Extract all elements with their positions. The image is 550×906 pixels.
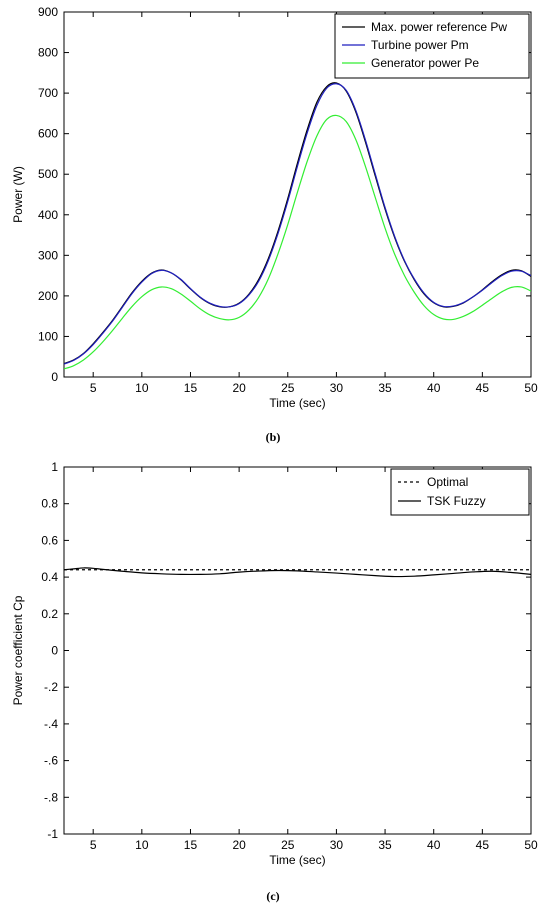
x-tick-label: 5	[90, 838, 97, 852]
x-tick-label: 25	[281, 838, 295, 852]
power-coefficient-chart: 5 10 15 20 25 30 35 40 45 50 -1 -.8 -.6 -.4 -.2 0 0.2 0.4…	[11, 460, 538, 867]
x-tick-label: 15	[184, 381, 198, 395]
y-tick-label: 600	[38, 127, 58, 141]
x-tick-label: 35	[378, 838, 392, 852]
x-tick-label: 15	[184, 838, 198, 852]
legend-box	[390, 468, 530, 516]
y-tick-label: -.2	[44, 680, 58, 694]
y-axis-label: Power coefficient Cp	[11, 595, 25, 705]
y-tick-label: -1	[47, 827, 58, 841]
y-tick-label: -.6	[44, 754, 58, 768]
x-tick-label: 45	[476, 381, 490, 395]
y-tick-label: 0.4	[41, 570, 58, 584]
legend-entry: Generator power Pe	[371, 56, 479, 70]
x-tick-label: 30	[330, 381, 344, 395]
y-tick-label: 200	[38, 289, 58, 303]
legend-box	[334, 13, 530, 79]
y-tick-label: 100	[38, 329, 58, 343]
x-tick-label: 45	[476, 838, 490, 852]
legend: Max. power reference Pw Turbine power Pm G…	[334, 13, 530, 79]
y-tick-label: 0.8	[41, 497, 58, 511]
x-tick-label: 20	[232, 381, 246, 395]
x-tick-label: 5	[90, 381, 97, 395]
x-axis-label: Time (sec)	[269, 853, 325, 867]
x-tick-label: 50	[524, 838, 538, 852]
y-tick-label: 500	[38, 167, 58, 181]
series-lines	[64, 567, 531, 578]
x-tick-label: 10	[135, 381, 149, 395]
y-tick-label: 0	[51, 370, 58, 384]
series-line-pm	[64, 83, 531, 365]
y-tick-label: -.8	[44, 790, 58, 804]
legend-entry: TSK Fuzzy	[427, 494, 486, 508]
y-tick-label: 0	[51, 644, 58, 658]
x-tick-label: 50	[524, 381, 538, 395]
power-chart: 5 10 15 20 25 30 35 40 45 50010020030040050060070…	[11, 5, 538, 410]
x-tick-label: 35	[378, 381, 392, 395]
x-tick-label: 30	[330, 838, 344, 852]
x-axis-label: Time (sec)	[269, 396, 325, 410]
series-line-pe	[64, 114, 531, 370]
y-tick-label: 800	[38, 46, 58, 60]
plot-area	[63, 466, 532, 835]
y-tick-label: 700	[38, 86, 58, 100]
y-tick-label: -.4	[44, 717, 58, 731]
series-lines	[64, 82, 531, 370]
x-tick-label: 20	[232, 838, 246, 852]
y-tick-label: 0.6	[41, 533, 58, 547]
x-tick-label: 10	[135, 838, 149, 852]
caption-b: (b)	[266, 430, 281, 444]
legend-entry: Optimal	[427, 475, 468, 489]
y-axis-label: Power (W)	[11, 166, 25, 223]
series-line-tsk	[64, 567, 531, 578]
x-tick-label: 25	[281, 381, 295, 395]
x-tick-label: 40	[427, 381, 441, 395]
y-tick-label: 400	[38, 208, 58, 222]
y-tick-label: 300	[38, 248, 58, 262]
caption-c: (c)	[266, 889, 279, 903]
legend: Optimal TSK Fuzzy	[390, 468, 530, 516]
legend-entry: Turbine power Pm	[371, 38, 469, 52]
x-tick-label: 40	[427, 838, 441, 852]
legend-entry: Max. power reference Pw	[371, 20, 507, 34]
y-tick-label: 900	[38, 5, 58, 19]
y-tick-label: 0.2	[41, 607, 58, 621]
y-tick-label: 1	[51, 460, 58, 474]
